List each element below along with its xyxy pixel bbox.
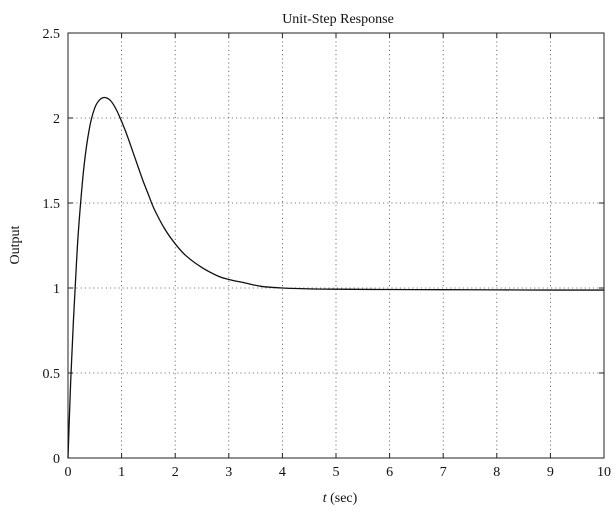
x-tick-label: 4 [279,465,286,480]
x-tick-label: 7 [440,465,447,480]
x-tick-label: 0 [65,465,72,480]
x-tick-label: 9 [547,465,554,480]
x-axis-label-unit: (sec) [327,491,358,506]
y-tick-label: 2 [53,112,60,127]
series-line [67,96,605,459]
y-tick-label: 1 [53,282,60,297]
y-tick-label: 0 [53,452,60,467]
x-axis-label: t (sec) [323,491,358,506]
y-axis-label: Output [8,225,23,264]
x-axis-label-var: t [323,491,328,506]
x-tick-label: 3 [225,465,232,480]
x-tick-label: 10 [597,465,611,480]
y-tick-label: 1.5 [43,197,61,212]
grid-lines [68,33,604,458]
x-tick-label: 8 [493,465,500,480]
y-tick-label: 0.5 [43,367,61,382]
axis-ticks: 0 1 2 3 4 5 6 7 8 9 10 0 0.5 1 1.5 2 2.5 [43,27,612,480]
x-tick-label: 1 [118,465,125,480]
x-tick-label: 2 [172,465,179,480]
chart-title: Unit-Step Response [282,12,394,27]
x-tick-label: 5 [333,465,340,480]
x-tick-label: 6 [386,465,393,480]
y-tick-label: 2.5 [43,27,61,42]
